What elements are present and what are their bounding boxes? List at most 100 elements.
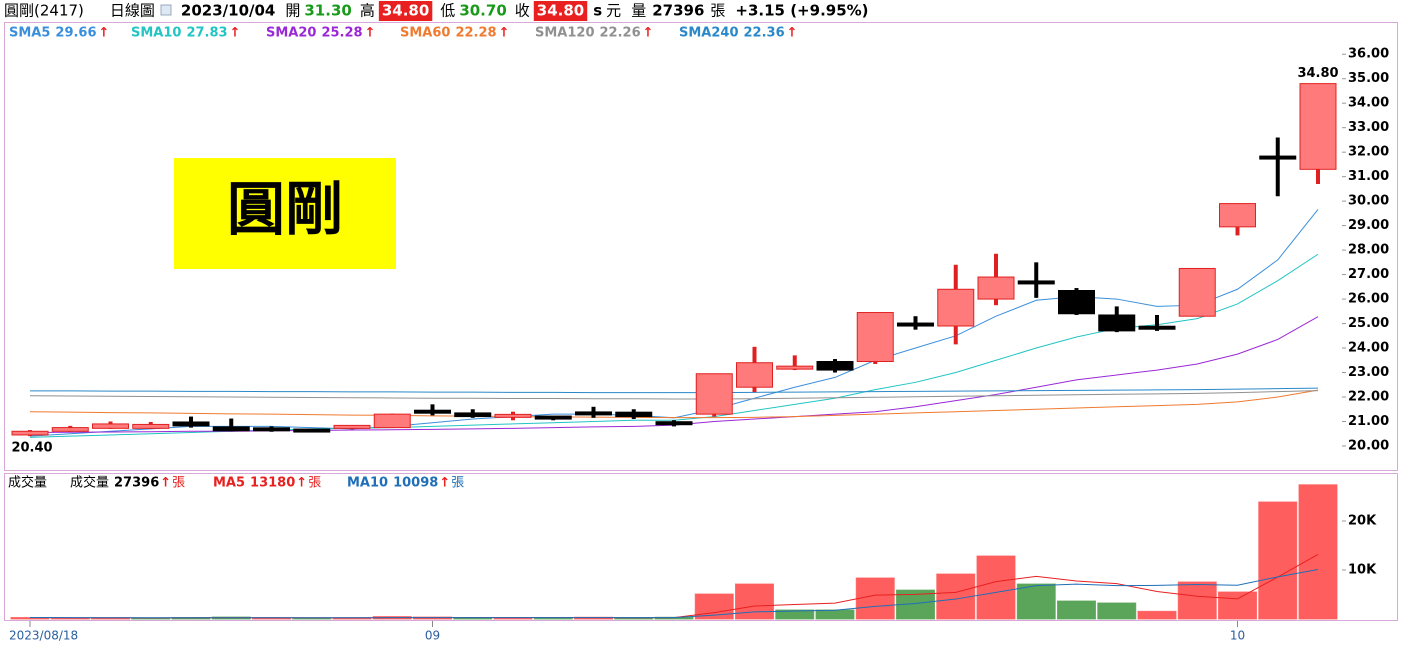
- candle-body: [92, 423, 129, 429]
- legend-value: 22.36: [744, 26, 785, 41]
- volume-bar: [292, 617, 332, 620]
- x-tick-label: 10: [1230, 629, 1245, 643]
- legend-unit: 張: [172, 476, 185, 491]
- legend-name: SMA120: [535, 26, 595, 41]
- y-tick-label: 34.00: [1348, 96, 1389, 111]
- y-tick-label: 26.00: [1348, 292, 1389, 307]
- low-value: 30.70: [459, 2, 506, 20]
- legend-arrow: ↑: [643, 26, 654, 41]
- legend-name: SMA240: [679, 26, 739, 41]
- candle-body: [977, 276, 1015, 300]
- volume-bar: [1097, 602, 1137, 620]
- volume-bar: [1057, 600, 1096, 620]
- candle-body: [172, 421, 210, 427]
- volume-bar: [1218, 591, 1257, 620]
- y-tick-label: 27.00: [1348, 267, 1389, 282]
- candle-body: [1259, 155, 1297, 160]
- candle-body: [333, 424, 371, 429]
- candle-body: [454, 412, 492, 418]
- low-label: 20.40: [11, 441, 52, 456]
- y-tick-label: 20.00: [1348, 438, 1389, 453]
- y-tick-label: 31.00: [1348, 169, 1389, 184]
- candle-body: [253, 427, 290, 432]
- legend-value: 29.66: [55, 26, 96, 41]
- y-tick-label: 28.00: [1348, 243, 1389, 258]
- volume-bar: [493, 617, 533, 620]
- legend-value: 22.28: [455, 26, 496, 41]
- y-tick-label: 20K: [1348, 514, 1377, 529]
- period: 日線圖: [110, 2, 155, 20]
- legend-name: MA5: [213, 476, 245, 491]
- high-value: 34.80: [382, 2, 429, 20]
- open-label: 開: [285, 2, 300, 20]
- stamp-text: 圓剛: [227, 175, 343, 243]
- candle-body: [1219, 203, 1256, 228]
- candle-body: [575, 411, 612, 416]
- currency-mark: s: [593, 2, 602, 20]
- legend-arrow: ↑: [160, 476, 171, 491]
- y-tick-label: 23.00: [1348, 365, 1389, 380]
- low-label: 低: [440, 2, 455, 20]
- volume-bar: [1177, 581, 1217, 620]
- y-tick-label: 36.00: [1348, 47, 1389, 62]
- legend-value: 27396: [114, 476, 159, 491]
- x-tick-label: 2023/08/18: [9, 629, 78, 643]
- candle-body: [1299, 83, 1337, 170]
- stamp-box: [174, 158, 396, 269]
- volume-panel-frame: [4, 473, 1398, 621]
- legend-value: 22.26: [600, 26, 641, 41]
- volume-ma-line: [29, 569, 1319, 619]
- y-tick-label: 22.00: [1348, 390, 1389, 405]
- candle-body: [1138, 325, 1176, 330]
- candle-body: [1098, 314, 1136, 332]
- candle-body: [534, 415, 572, 420]
- candle-body: [736, 362, 773, 388]
- volume-bar: [735, 583, 774, 620]
- y-tick-label: 25.00: [1348, 316, 1389, 331]
- legend-arrow: ↑: [296, 476, 307, 491]
- y-tick-label: 32.00: [1348, 145, 1389, 160]
- legend-arrow: ↑: [365, 26, 376, 41]
- legend-name: SMA20: [266, 26, 316, 41]
- candle-body: [816, 361, 854, 371]
- candle-body: [856, 312, 894, 363]
- candle-body: [615, 411, 653, 418]
- candle-body: [11, 430, 49, 436]
- volume-bar: [815, 609, 855, 620]
- price-panel-frame: [4, 22, 1398, 471]
- date: 2023/10/04: [181, 2, 275, 20]
- candle-body: [373, 413, 411, 429]
- candle-body: [414, 409, 451, 414]
- candle-body: [776, 365, 814, 370]
- legend-name: SMA60: [400, 26, 450, 41]
- y-tick-label: 21.00: [1348, 414, 1389, 429]
- close-label: 收: [515, 2, 530, 20]
- sma-line: [29, 389, 1319, 419]
- y-tick-label: 24.00: [1348, 341, 1389, 356]
- volume-bar: [976, 555, 1016, 620]
- volume-title: 成交量: [8, 475, 47, 491]
- candle-body: [1017, 280, 1055, 285]
- volume-unit: 張: [710, 2, 725, 20]
- candle-body: [695, 373, 733, 415]
- sma-line: [29, 390, 1319, 400]
- legend-unit: 張: [308, 476, 321, 491]
- legend-arrow: ↑: [499, 26, 510, 41]
- y-tick-label: 29.00: [1348, 218, 1389, 233]
- y-tick-label: 35.00: [1348, 71, 1389, 86]
- volume-bar: [855, 577, 895, 620]
- legend-arrow: ↑: [439, 476, 450, 491]
- currency: 元: [606, 2, 621, 20]
- candle-body: [212, 426, 250, 432]
- legend-arrow: ↑: [99, 26, 110, 41]
- x-tick-label: 09: [425, 629, 440, 643]
- high-label: 34.80: [1297, 66, 1338, 81]
- legend-value: 25.28: [321, 26, 362, 41]
- stock-name: 圓剛(2417): [4, 2, 84, 20]
- y-tick-label: 10K: [1348, 563, 1377, 578]
- volume-bar: [1016, 583, 1056, 620]
- value-highlight: [378, 1, 433, 21]
